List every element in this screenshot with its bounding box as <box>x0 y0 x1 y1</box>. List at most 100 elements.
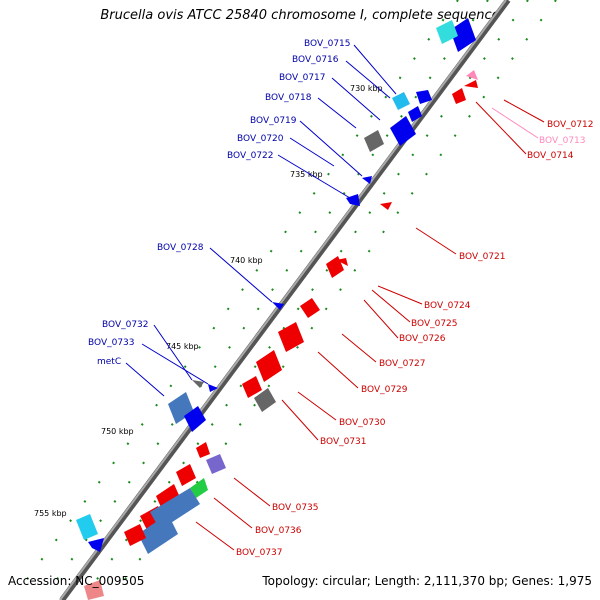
gene-arrow-bov0725 <box>336 258 348 266</box>
leader-bov0714 <box>475 101 527 155</box>
gene-arrow-bov0712 <box>452 88 466 104</box>
gene-arrow-metc <box>184 406 206 432</box>
label-bov0718: BOV_0718 <box>265 93 312 103</box>
gene-arrow-bov0713 <box>466 70 478 80</box>
forward-genes <box>76 18 476 552</box>
gene-arrow-bov0720 <box>362 176 372 184</box>
label-bov0736: BOV_0736 <box>255 526 302 536</box>
leader-bov0712 <box>503 99 545 123</box>
label-bov0729: BOV_0729 <box>361 385 408 395</box>
label-metc: metC <box>97 357 121 367</box>
gene-arrow-bov0714 <box>464 80 478 88</box>
gene-block-bottom <box>84 580 104 600</box>
gene-block-green <box>190 478 208 498</box>
accession-label: Accession: NC_009505 <box>8 574 145 588</box>
leader-bov0725 <box>371 289 411 323</box>
leader-bov0727 <box>341 333 377 363</box>
leader-bov0736 <box>213 497 253 529</box>
reverse-labels: BOV_0712 BOV_0713 BOV_0714 BOV_0721 BOV_… <box>236 120 594 558</box>
gene-block-grey-bov0730 <box>254 388 276 412</box>
scale-label-745: 745 kbp <box>166 342 199 351</box>
label-bov0713: BOV_0713 <box>539 136 586 146</box>
gene-block-bov0729 <box>256 350 282 382</box>
scale-label-730: 730 kbp <box>350 84 383 93</box>
label-bov0720: BOV_0720 <box>237 134 284 144</box>
leader-bov0730 <box>297 391 337 421</box>
guide-track-inner-2 <box>21 0 459 587</box>
scale-labels: 730 kbp 735 kbp 740 kbp 745 kbp 750 kbp … <box>34 84 383 518</box>
forward-leaders <box>125 44 397 397</box>
leader-bov0719 <box>299 120 363 177</box>
gene-arrow-bov0728 <box>272 302 284 310</box>
leader-bov0720 <box>289 137 335 167</box>
label-bov0727: BOV_0727 <box>379 359 426 369</box>
leader-bov0733 <box>141 343 209 385</box>
gene-block-bov0715 <box>450 18 476 52</box>
gene-arrow-bov0716 <box>416 90 432 104</box>
label-bov0731: BOV_0731 <box>320 437 367 447</box>
scale-label-750: 750 kbp <box>101 427 134 436</box>
topology-label: Topology: circular; Length: 2,111,370 bp… <box>262 574 592 588</box>
label-bov0735: BOV_0735 <box>272 503 319 513</box>
scale-label-755: 755 kbp <box>34 509 67 518</box>
leader-bov0717 <box>331 77 381 121</box>
label-bov0722: BOV_0722 <box>227 151 274 161</box>
gene-block-bov0735 <box>176 464 196 486</box>
leader-bov0724 <box>377 285 423 305</box>
leader-bov0722 <box>277 154 351 199</box>
leader-bov0726 <box>363 299 399 339</box>
gene-arrow-bov0729b <box>242 376 262 398</box>
leader-bov0713 <box>491 107 539 139</box>
leader-bov0737 <box>195 521 235 551</box>
leader-bov0718 <box>317 97 357 129</box>
leader-bov0735 <box>233 477 271 507</box>
gene-arrow-bov0726 <box>300 298 320 318</box>
gene-arrow-bottom <box>88 538 104 552</box>
figure-title: Brucella ovis ATCC 25840 chromosome I, c… <box>100 8 500 23</box>
leader-bov0715 <box>353 44 397 95</box>
gene-block-bov0727 <box>278 322 304 352</box>
gene-block-bov0717 <box>392 92 410 110</box>
label-bov0714: BOV_0714 <box>527 151 574 161</box>
label-bov0728: BOV_0728 <box>157 243 204 253</box>
leader-bov0732 <box>153 324 193 381</box>
leader-bov0721 <box>415 227 457 255</box>
gene-arrow-bov0721 <box>380 202 392 210</box>
scale-label-735: 735 kbp <box>290 170 323 179</box>
gene-block-purple <box>206 454 226 474</box>
label-bov0737: BOV_0737 <box>236 548 283 558</box>
label-bov0715: BOV_0715 <box>304 39 351 49</box>
guide-track-inner-1 <box>51 0 489 587</box>
label-bov0716: BOV_0716 <box>292 55 339 65</box>
label-bov0733: BOV_0733 <box>88 338 135 348</box>
gene-arrow-bov0722 <box>346 194 360 206</box>
gene-arrow-bov0737b <box>124 524 146 546</box>
label-bov0721: BOV_0721 <box>459 252 506 262</box>
reverse-genes <box>84 70 478 600</box>
label-bov0712: BOV_0712 <box>547 120 594 130</box>
label-bov0730: BOV_0730 <box>339 418 386 428</box>
gene-block-grey-bov0732 <box>192 380 204 388</box>
reverse-leaders <box>195 99 545 551</box>
forward-labels: BOV_0715 BOV_0716 BOV_0717 BOV_0718 BOV_… <box>88 39 351 367</box>
gene-block-grey-bov0719 <box>364 130 384 152</box>
gene-arrow-bov0718b <box>408 106 422 122</box>
gene-block-cyan-top <box>436 20 458 44</box>
label-bov0725: BOV_0725 <box>411 319 458 329</box>
gene-arrow-bov0733 <box>208 384 218 392</box>
gene-block-cyan-bottom <box>76 514 98 540</box>
leader-bov0731 <box>281 399 319 441</box>
leader-bov0728 <box>209 247 273 303</box>
leader-metc <box>125 362 165 397</box>
gene-block-bov0737 <box>138 514 178 554</box>
chromosome-backbone <box>59 0 511 600</box>
label-bov0719: BOV_0719 <box>250 116 297 126</box>
scale-label-740: 740 kbp <box>230 256 263 265</box>
label-bov0732: BOV_0732 <box>102 320 149 330</box>
leader-bov0716 <box>345 60 391 99</box>
gene-arrow-bov0731 <box>196 442 210 458</box>
leader-bov0729 <box>317 351 359 389</box>
label-bov0717: BOV_0717 <box>279 73 326 83</box>
